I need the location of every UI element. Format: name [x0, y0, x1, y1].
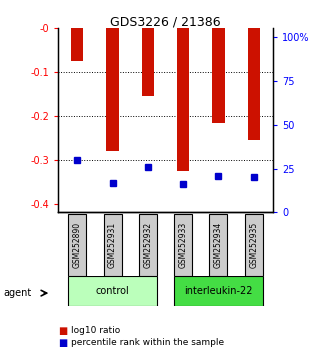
Bar	[174, 214, 192, 276]
Text: GSM252890: GSM252890	[73, 222, 82, 268]
Text: ■: ■	[58, 326, 67, 336]
Text: GSM252935: GSM252935	[249, 222, 258, 268]
Text: agent: agent	[3, 288, 31, 298]
Bar	[248, 28, 260, 140]
Bar	[245, 214, 263, 276]
Text: GSM252931: GSM252931	[108, 222, 117, 268]
Text: ■: ■	[58, 338, 67, 348]
Text: GSM252932: GSM252932	[143, 222, 152, 268]
Bar	[71, 28, 83, 61]
Bar	[68, 214, 86, 276]
Bar	[107, 28, 119, 151]
Text: control: control	[96, 286, 129, 296]
Bar	[142, 28, 154, 96]
Text: percentile rank within the sample: percentile rank within the sample	[71, 338, 224, 347]
Text: GSM252933: GSM252933	[179, 222, 188, 268]
Bar	[68, 276, 157, 306]
Bar	[174, 276, 263, 306]
Bar	[212, 28, 224, 122]
Bar	[104, 214, 121, 276]
Text: GSM252934: GSM252934	[214, 222, 223, 268]
Bar	[210, 214, 227, 276]
Text: interleukin-22: interleukin-22	[184, 286, 253, 296]
Bar	[139, 214, 157, 276]
Text: log10 ratio: log10 ratio	[71, 326, 120, 336]
Text: GDS3226 / 21386: GDS3226 / 21386	[110, 16, 221, 29]
Bar	[177, 28, 189, 171]
